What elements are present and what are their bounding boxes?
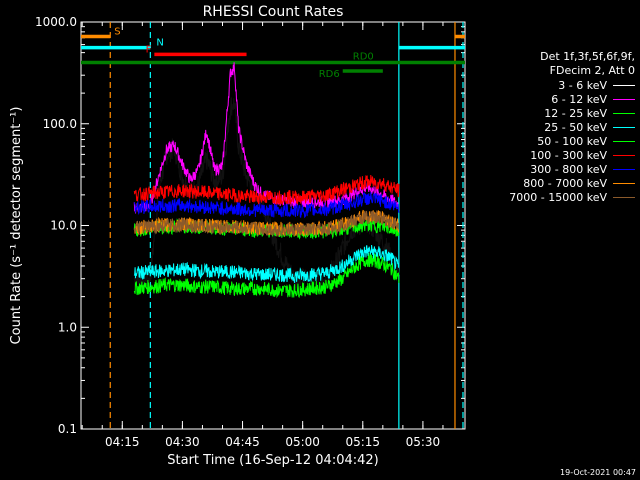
y-tick-label: 100.0 (43, 117, 77, 131)
series-line (133, 244, 400, 283)
x-tick-label: 04:45 (225, 435, 260, 449)
legend-entry-label: 6 - 12 keV (551, 92, 607, 106)
y-tick-label: 0.1 (58, 422, 77, 436)
legend-swatch (613, 126, 635, 128)
flag-label-s: S (114, 27, 120, 38)
legend-header-line-2: FDecim 2, Att 0 (549, 64, 635, 77)
legend-entry: 7000 - 15000 keV (480, 190, 635, 204)
legend-entry-label: 300 - 800 keV (530, 162, 607, 176)
legend-entry: 3 - 6 keV (480, 78, 635, 92)
legend: Det 1f,3f,5f,6f,9f, FDecim 2, Att 0 3 - … (480, 50, 635, 204)
timestamp: 19-Oct-2021 00:47 (560, 468, 636, 477)
legend-entry-label: 12 - 25 keV (544, 106, 607, 120)
x-axis-label: Start Time (16-Sep-12 04:04:42) (167, 453, 378, 468)
legend-swatch (613, 154, 635, 156)
flag-label-rd0: RD0 (353, 51, 374, 62)
legend-header-line-1: Det 1f,3f,5f,6f,9f, (540, 50, 635, 63)
series-line (133, 252, 400, 299)
legend-entry: 12 - 25 keV (480, 106, 635, 120)
legend-entry-label: 3 - 6 keV (558, 78, 607, 92)
legend-entry: 100 - 300 keV (480, 148, 635, 162)
legend-entry: 800 - 7000 keV (480, 176, 635, 190)
flag-label-f: F (146, 44, 152, 55)
legend-entry-label: 25 - 50 keV (544, 120, 607, 134)
x-tick-label: 05:30 (406, 435, 441, 449)
series-group (133, 62, 400, 299)
x-tick-label: 04:30 (165, 435, 200, 449)
series-line (133, 174, 400, 206)
y-tick-label: 1.0 (58, 320, 77, 334)
legend-swatch (613, 196, 635, 198)
flag-label-n: N (156, 38, 163, 49)
x-tick-label: 04:15 (105, 435, 140, 449)
legend-swatch (613, 168, 635, 170)
legend-swatch (613, 98, 635, 100)
y-axis-label: Count Rate (s⁻¹ detector segment⁻¹) (9, 107, 24, 345)
legend-entry-label: 800 - 7000 keV (523, 176, 607, 190)
series-line (133, 210, 399, 237)
x-tick-label: 05:00 (285, 435, 320, 449)
series-line (133, 192, 400, 219)
legend-swatch (613, 84, 635, 86)
chart-title: RHESSI Count Rates (203, 4, 344, 20)
legend-entry-label: 7000 - 15000 keV (509, 190, 607, 204)
flag-label-rd6: RD6 (319, 69, 340, 80)
legend-entry-label: 50 - 100 keV (537, 134, 607, 148)
legend-entry: 50 - 100 keV (480, 134, 635, 148)
x-tick-label: 05:15 (345, 435, 380, 449)
legend-swatch (613, 140, 635, 142)
y-tick-label: 10.0 (50, 219, 77, 233)
legend-entry-label: 100 - 300 keV (530, 148, 607, 162)
legend-swatch (613, 112, 635, 114)
legend-swatch (613, 182, 635, 184)
legend-entry: 25 - 50 keV (480, 120, 635, 134)
legend-entry: 300 - 800 keV (480, 162, 635, 176)
y-tick-label: 1000.0 (35, 15, 77, 29)
legend-entry: 6 - 12 keV (480, 92, 635, 106)
